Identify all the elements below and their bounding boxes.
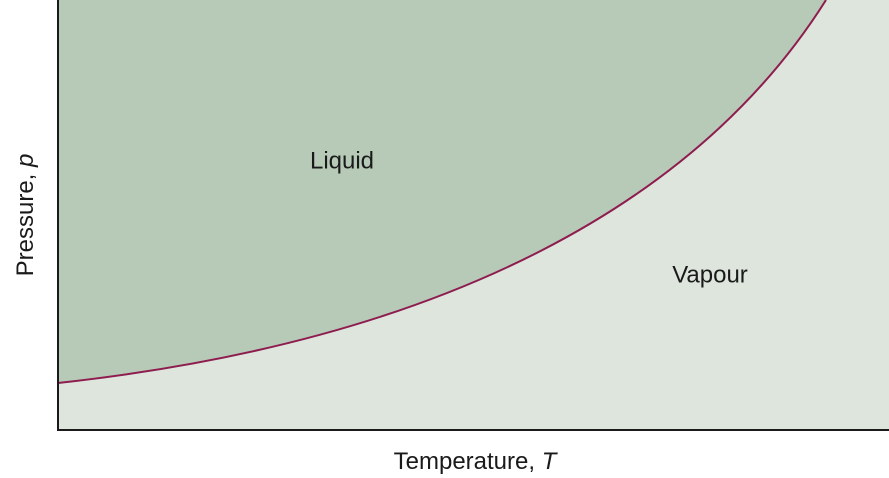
y-axis-title: Pressure, p <box>12 154 39 277</box>
liquid-label: Liquid <box>310 147 374 174</box>
phase-boundary <box>57 0 827 384</box>
vapour-label: Vapour <box>672 261 748 288</box>
x-axis-title: Temperature, T <box>394 448 559 475</box>
liquid-region <box>58 0 826 383</box>
y-axis-label: Pressure, <box>12 174 39 277</box>
x-axis-symbol: T <box>542 448 559 475</box>
y-axis-symbol: p <box>12 154 39 168</box>
x-axis-label: Temperature, <box>394 448 535 475</box>
